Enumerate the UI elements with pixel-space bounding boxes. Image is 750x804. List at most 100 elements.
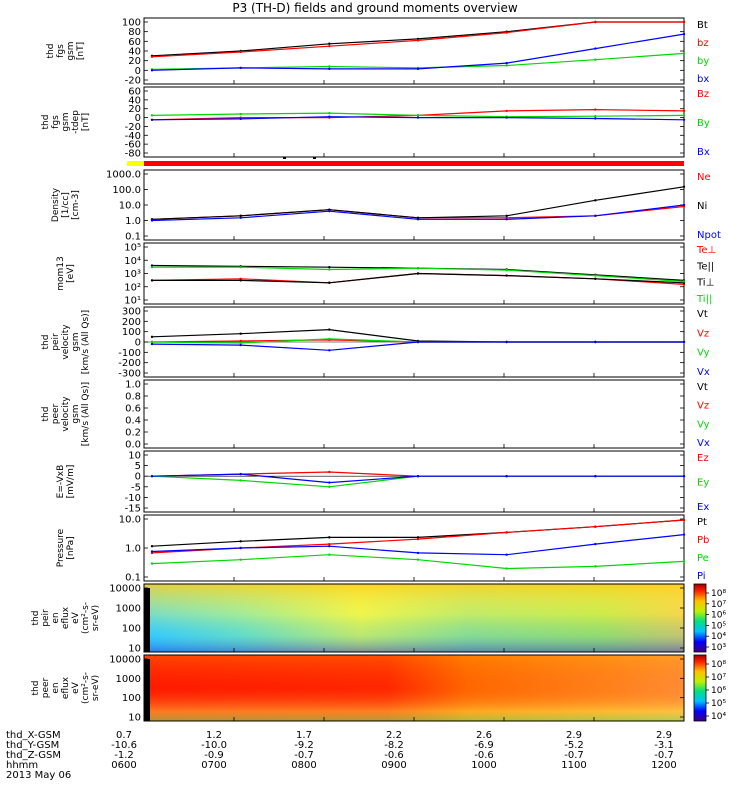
- y-tick-label: 1.0: [125, 380, 141, 391]
- data-point: [150, 219, 154, 222]
- data-point: [150, 335, 154, 339]
- data-point: [594, 214, 597, 218]
- y-axis-label: eflux: [61, 676, 71, 699]
- data-point: [594, 475, 597, 478]
- legend-label: Ne: [697, 172, 711, 183]
- ephemeris-value: -0.7: [564, 750, 584, 761]
- data-point: [505, 31, 508, 34]
- y-tick-label: 10³: [124, 269, 141, 280]
- panel-frame: [143, 450, 685, 513]
- y-tick-label: 10: [128, 713, 141, 724]
- y-tick-label: 10: [128, 644, 141, 655]
- data-point: [505, 274, 508, 277]
- series-line-Pt: [151, 519, 685, 547]
- legend-label: Vt: [697, 309, 708, 320]
- data-point: [328, 115, 331, 118]
- y-axis-label: [km/s (All Qs)]: [81, 310, 91, 374]
- y-tick-label: 0: [135, 66, 141, 77]
- data-point: [682, 280, 686, 283]
- data-point: [682, 32, 686, 36]
- y-tick-label: 0.1: [125, 573, 141, 584]
- legend-label: Pi: [697, 571, 706, 582]
- data-point: [328, 485, 331, 488]
- colorbar-label: 10⁴: [711, 632, 726, 642]
- data-point: [682, 475, 686, 478]
- data-point: [594, 274, 597, 277]
- legend-label: Pb: [697, 535, 709, 546]
- y-tick-label: 0: [135, 472, 141, 483]
- data-point: [328, 470, 331, 474]
- y-axis-label: thd: [41, 115, 51, 130]
- ephemeris-value: -0.7: [654, 750, 674, 761]
- y-tick-label: -200: [118, 358, 141, 369]
- mode-bar-yellow: [127, 161, 144, 166]
- y-axis-label: [1/cc]: [61, 192, 71, 218]
- data-point: [682, 560, 686, 563]
- ephemeris-value: -1.2: [114, 750, 134, 761]
- legend-label: Vz: [697, 328, 709, 339]
- y-tick-label: 100: [122, 693, 141, 704]
- legend-label: Vt: [697, 382, 708, 393]
- data-point: [239, 117, 242, 121]
- legend-label: Ez: [697, 453, 709, 464]
- y-axis-label: en: [51, 612, 61, 623]
- colorbar: [693, 583, 707, 653]
- y-tick-label: -80: [125, 149, 141, 160]
- spectrogram-shading: [144, 655, 684, 721]
- y-tick-label: -300: [118, 369, 141, 380]
- ephemeris-value: 2.9: [566, 730, 582, 741]
- colorbar: [693, 654, 707, 722]
- data-point: [328, 542, 331, 546]
- data-gap-column: [144, 588, 150, 652]
- ephemeris-value: 0.7: [116, 730, 132, 741]
- y-axis-label: eflux: [61, 606, 71, 629]
- legend-label: By: [697, 118, 710, 129]
- data-point: [505, 268, 508, 272]
- y-tick-label: 10000: [109, 655, 141, 666]
- ephemeris-row-label: thd_Y-GSM: [6, 740, 59, 751]
- data-point: [416, 551, 420, 555]
- data-point: [416, 218, 420, 221]
- ephemeris-value: -0.7: [294, 750, 314, 761]
- panel-frame: [143, 379, 685, 449]
- data-point: [328, 481, 331, 484]
- y-tick-label: 60: [128, 87, 141, 98]
- data-gap-column: [144, 659, 150, 721]
- y-tick-label: 100.0: [112, 185, 141, 196]
- legend-label: Vy: [697, 419, 710, 430]
- data-point: [416, 116, 420, 119]
- panel-frame: [143, 86, 685, 158]
- y-tick-label: 1.0: [125, 544, 141, 555]
- data-point: [594, 47, 597, 50]
- ephemeris-row-label: thd_X-GSM: [6, 730, 61, 741]
- data-point: [239, 279, 242, 282]
- mode-bar-marker: [313, 157, 316, 159]
- y-axis-label: [mV/m]: [66, 465, 76, 499]
- ephemeris-value: 1100: [561, 760, 586, 771]
- ephemeris-value: -5.2: [564, 740, 584, 751]
- data-point: [150, 342, 154, 346]
- data-point: [239, 540, 242, 543]
- legend-label: Ti⊥: [696, 278, 714, 289]
- data-point: [416, 67, 420, 71]
- data-point: [594, 340, 597, 344]
- data-point: [594, 115, 597, 118]
- y-tick-label: 300: [122, 307, 141, 318]
- y-tick-label: 0.6: [125, 404, 141, 415]
- y-axis-label: velocity: [61, 324, 71, 360]
- data-point: [150, 55, 154, 58]
- ephemeris-value: 0700: [201, 760, 226, 771]
- legend-label: Bx: [697, 147, 710, 158]
- y-axis-label: eV: [71, 681, 81, 694]
- data-point: [594, 277, 597, 280]
- data-point: [505, 340, 508, 344]
- data-point: [328, 545, 331, 548]
- chart-title: P3 (TH-D) fields and ground moments over…: [232, 1, 517, 15]
- mode-bar-red: [144, 161, 684, 166]
- ephemeris-value: 2.6: [476, 730, 492, 741]
- data-point: [505, 531, 508, 534]
- legend-label: Vy: [697, 348, 710, 359]
- y-tick-label: -10: [125, 493, 141, 504]
- y-tick-label: 10000: [109, 584, 141, 595]
